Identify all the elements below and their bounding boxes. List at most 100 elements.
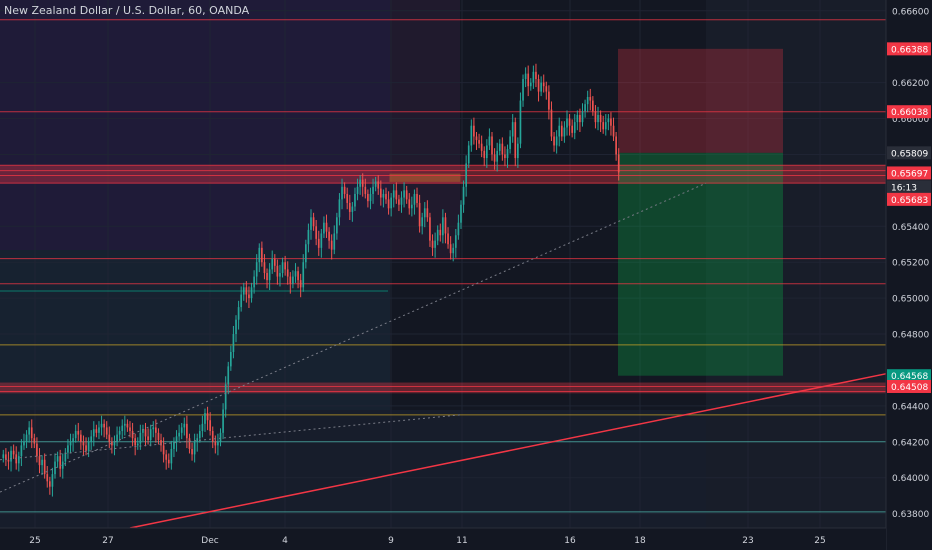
candle-body — [136, 443, 139, 446]
candle-body — [454, 235, 457, 248]
candle-body — [315, 226, 318, 239]
candle-body — [167, 459, 170, 464]
candle-body — [48, 481, 51, 487]
candle-body — [377, 181, 380, 189]
candle-body — [149, 429, 152, 440]
price-tag-box — [887, 146, 931, 160]
x-tick-label: 11 — [456, 536, 467, 546]
y-tick-label: 0.63800 — [892, 510, 929, 520]
y-tick-label: 0.64200 — [892, 438, 929, 448]
candle-body — [5, 454, 7, 460]
candle-body — [379, 188, 382, 198]
candle-body — [320, 233, 323, 248]
candle-body — [191, 448, 193, 455]
zone-red — [0, 382, 932, 394]
candle-body — [411, 204, 413, 209]
price-tag-label: 0.66388 — [891, 45, 928, 55]
candle-body — [17, 456, 20, 464]
candle-body — [462, 186, 465, 205]
x-tick-label: 16 — [564, 536, 576, 546]
candle-body — [33, 438, 36, 444]
candle-body — [7, 459, 10, 462]
candle-body — [382, 193, 385, 198]
candle-body — [180, 427, 183, 433]
candle-body — [237, 307, 240, 320]
candle-body — [95, 429, 98, 433]
candle-body — [496, 150, 499, 162]
candle-body — [535, 71, 537, 80]
candle-body — [105, 427, 108, 435]
candle-body — [2, 454, 5, 458]
candle-body — [522, 79, 524, 101]
candle-body — [139, 432, 142, 444]
candle-body — [98, 427, 100, 433]
candle-body — [162, 445, 165, 455]
y-tick-label: 0.65200 — [892, 259, 929, 269]
candle-body — [480, 143, 483, 151]
candle-body — [56, 456, 59, 462]
candle-body — [297, 271, 299, 281]
candle-body — [294, 271, 297, 277]
candle-body — [421, 217, 424, 227]
candle-body — [46, 474, 49, 482]
candle-body — [69, 441, 72, 446]
candle-body — [28, 427, 30, 435]
x-tick-label: 4 — [282, 536, 288, 546]
candle-body — [449, 244, 452, 254]
candle-body — [354, 193, 356, 207]
candle-body — [416, 193, 418, 203]
candle-body — [372, 186, 374, 194]
candle-body — [59, 456, 62, 469]
candle-body — [118, 431, 121, 435]
candle-body — [219, 432, 222, 442]
candle-body — [90, 436, 93, 442]
candle-body — [604, 122, 607, 130]
price-tag-label: 0.66038 — [891, 108, 928, 118]
candle-body — [170, 448, 173, 464]
candle-body — [157, 432, 160, 440]
candle-body — [338, 199, 341, 218]
candle-body — [444, 217, 447, 234]
candle-body — [400, 197, 403, 205]
candle-body — [165, 454, 168, 460]
price-axis — [886, 0, 932, 550]
candle-body — [478, 140, 480, 144]
price-tag-label: 0.65697 — [891, 169, 928, 179]
candle-body — [80, 434, 82, 442]
candle-body — [529, 82, 532, 87]
candle-body — [325, 222, 328, 232]
x-tick-label: 9 — [388, 536, 394, 546]
candle-body — [517, 143, 519, 159]
candle-body — [232, 334, 235, 352]
candle-body — [467, 145, 470, 164]
candle-body — [273, 258, 276, 266]
candle-body — [175, 436, 178, 442]
candle-body — [198, 431, 201, 439]
candle-body — [103, 423, 105, 428]
y-tick-label: 0.64400 — [892, 402, 929, 412]
candle-body — [144, 429, 147, 437]
candle-body — [532, 71, 535, 83]
candle-body — [77, 431, 80, 435]
candle-body — [524, 73, 527, 80]
candle-body — [253, 276, 255, 288]
candle-body — [527, 73, 530, 87]
candle-body — [224, 384, 227, 410]
candle-body — [579, 114, 581, 123]
bg-zone — [706, 0, 886, 528]
x-tick-label: 25 — [814, 536, 825, 546]
candle-body — [310, 217, 312, 230]
y-tick-label: 0.65000 — [892, 295, 929, 305]
candle-body — [584, 104, 586, 112]
candle-body — [147, 436, 149, 440]
trendline-grey — [0, 414, 461, 461]
candle-body — [268, 269, 271, 281]
candle-body — [64, 452, 67, 462]
candle-body — [568, 118, 571, 126]
candle-body — [519, 100, 522, 144]
candle-body — [196, 438, 199, 442]
y-tick-label: 0.64000 — [892, 474, 929, 484]
zone-red — [618, 48, 783, 153]
